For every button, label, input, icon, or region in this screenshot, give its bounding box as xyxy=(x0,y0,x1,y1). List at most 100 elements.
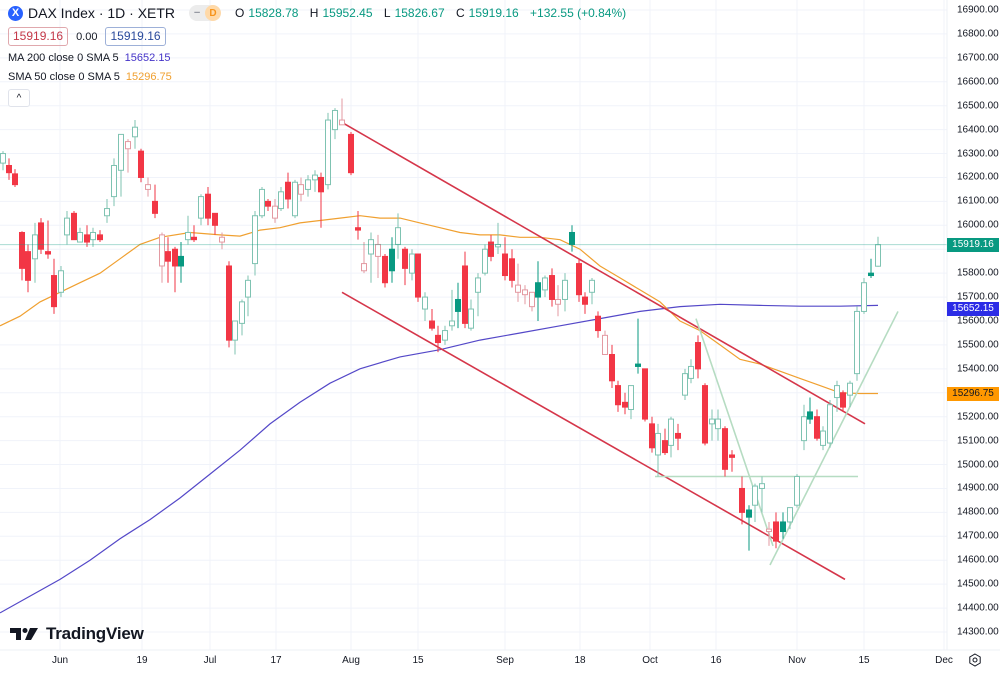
candle xyxy=(535,261,541,321)
candle xyxy=(259,187,265,219)
price-tick-label: 16900.00 xyxy=(957,4,999,16)
candle xyxy=(6,158,12,180)
candle xyxy=(752,483,758,522)
candle xyxy=(609,344,615,388)
candle xyxy=(415,253,421,302)
candle xyxy=(332,108,338,140)
candle xyxy=(355,210,361,240)
sell-button[interactable]: 15919.16 xyxy=(8,27,69,46)
change-value: +132.55 (+0.84%) xyxy=(530,6,627,20)
last-price-tag: 15919.16 xyxy=(947,237,999,252)
candle xyxy=(389,237,395,283)
candle xyxy=(649,416,655,453)
candle xyxy=(51,258,57,314)
price-tick-label: 14600.00 xyxy=(957,554,999,566)
indicator-ma200[interactable]: MA 200 close 0 SMA 5 15652.15 xyxy=(8,52,630,65)
price-tick-label: 15800.00 xyxy=(957,267,999,279)
candle xyxy=(868,258,874,278)
candle xyxy=(875,236,881,267)
price-tick-label: 16700.00 xyxy=(957,52,999,64)
candle xyxy=(165,237,171,283)
trendlines[interactable] xyxy=(341,121,899,581)
candle xyxy=(675,423,681,451)
candle xyxy=(19,231,25,281)
price-tick-label: 14900.00 xyxy=(957,482,999,494)
price-tick-label: 14800.00 xyxy=(957,506,999,518)
candle xyxy=(219,232,225,250)
candle xyxy=(422,292,428,321)
candle xyxy=(449,289,455,331)
candlesticks xyxy=(0,98,881,551)
candle xyxy=(368,232,374,283)
candle xyxy=(305,175,311,197)
price-tick-label: 15000.00 xyxy=(957,459,999,471)
market-status-pill[interactable]: − D xyxy=(189,5,222,21)
channel-lower-trendline[interactable] xyxy=(341,291,846,581)
candle xyxy=(702,383,708,446)
candle xyxy=(722,426,728,477)
candle xyxy=(622,392,628,415)
candle xyxy=(549,268,555,307)
candle xyxy=(739,476,745,525)
candle xyxy=(138,148,144,183)
buy-button[interactable]: 15919.16 xyxy=(105,27,166,46)
candle xyxy=(529,291,535,312)
candle xyxy=(178,242,184,283)
ma200-line xyxy=(0,303,879,614)
falling-trend-trendline[interactable] xyxy=(695,318,774,547)
price-tick-label: 16200.00 xyxy=(957,171,999,183)
candle xyxy=(759,476,765,513)
channel-upper-trendline[interactable] xyxy=(341,121,866,425)
high-label: H xyxy=(309,6,319,20)
indicator-sma50[interactable]: SMA 50 close 0 SMA 5 15296.75 xyxy=(8,71,630,84)
time-tick-label: 15 xyxy=(858,655,870,666)
time-tick-label: 18 xyxy=(574,655,586,666)
rising-trend-trendline[interactable] xyxy=(769,311,899,566)
candle xyxy=(325,112,331,190)
dax-logo-icon: X xyxy=(8,5,23,21)
candle xyxy=(555,285,561,317)
candle xyxy=(25,244,31,293)
candle xyxy=(64,210,70,245)
low-value: 15826.67 xyxy=(394,6,445,20)
candle xyxy=(429,309,435,331)
open-label: O xyxy=(235,6,245,20)
ohlc-values: O 15828.78 H 15952.45 L 15826.67 C 15919.16 … xyxy=(235,6,630,20)
candle xyxy=(77,227,83,243)
price-tick-label: 16100.00 xyxy=(957,195,999,207)
candle xyxy=(272,198,278,223)
candle xyxy=(746,505,752,551)
candle xyxy=(159,232,165,283)
candle xyxy=(409,249,415,281)
price-tick-label: 15700.00 xyxy=(957,291,999,303)
candle xyxy=(515,263,521,302)
collapse-legend-button[interactable]: ^ xyxy=(8,89,30,107)
tradingview-logo-icon xyxy=(10,628,38,640)
price-tick-label: 16800.00 xyxy=(957,28,999,40)
minus-icon: − xyxy=(193,7,201,19)
indicator-ma200-value: 15652.15 xyxy=(124,52,171,64)
candle xyxy=(814,409,820,441)
candle xyxy=(132,120,138,149)
settings-gear-icon[interactable] xyxy=(968,653,982,667)
time-tick-label: Dec xyxy=(935,655,953,666)
price-axis[interactable]: 16900.00 16800.00 16700.00 16600.00 16500.00… xyxy=(947,0,1000,650)
candle xyxy=(766,521,772,546)
candle xyxy=(152,184,158,219)
tradingview-logo[interactable]: TradingView xyxy=(10,624,144,644)
candle xyxy=(45,220,51,259)
candle xyxy=(185,215,191,245)
symbol-title[interactable]: DAX Index · 1D · XETR xyxy=(28,5,176,21)
price-tick-label: 15400.00 xyxy=(957,363,999,375)
candle xyxy=(780,512,786,539)
candle xyxy=(827,399,833,448)
ma200-price-tag: 15652.15 xyxy=(947,301,999,316)
time-tick-label: Sep xyxy=(496,655,514,666)
price-tick-label: 15500.00 xyxy=(957,339,999,351)
candle xyxy=(252,210,258,276)
candle xyxy=(787,507,793,530)
candle xyxy=(232,320,238,355)
